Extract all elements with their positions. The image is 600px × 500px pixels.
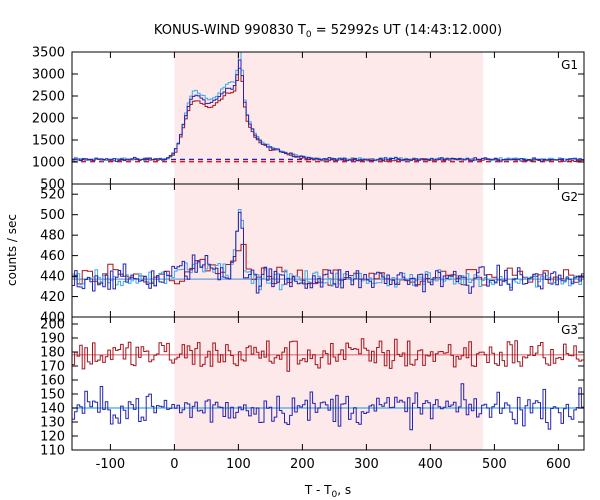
panel-label-g3: G3	[561, 323, 578, 337]
y-tick-label: 150	[40, 388, 65, 403]
chart-title-subscript: 0	[306, 30, 312, 40]
y-tick-label: 1000	[32, 156, 65, 171]
panel-series-g1	[72, 52, 584, 163]
chart-title: KONUS-WIND 990830 T0 = 52992s UT (14:43:…	[154, 23, 502, 40]
y-tick-label: 500	[40, 178, 65, 193]
x-tick-label: 200	[290, 457, 315, 472]
y-tick-label: 400	[40, 311, 65, 326]
panel-frame-g3	[71, 316, 585, 451]
y-axis-title: counts / sec	[5, 214, 19, 286]
shaded-interval	[174, 52, 483, 450]
y-tick-label: 200	[40, 318, 65, 333]
panel-series-g3	[72, 338, 584, 431]
series-g2-light-blue	[72, 209, 584, 291]
y-tick-label: 2000	[32, 112, 65, 127]
y-tick-label: 520	[40, 188, 65, 203]
panel-label-g1: G1	[561, 58, 578, 72]
y-tick-label: 190	[40, 332, 65, 347]
series-g1-light-blue	[72, 52, 584, 162]
panel-g1: 500 1000 1500 2000 2500 3000 3500 G1	[32, 46, 585, 193]
panel-series-g2	[72, 209, 584, 294]
y-tick-label: 420	[40, 290, 65, 305]
y-tick-label: 120	[40, 430, 65, 445]
x-axis-title: T - T0, s	[304, 483, 351, 500]
y-tick-label: 500	[40, 208, 65, 223]
y-tick-label: 160	[40, 374, 65, 389]
x-tick-label: 100	[226, 457, 251, 472]
x-tick-label: 300	[354, 457, 379, 472]
y-tick-label: 3000	[32, 68, 65, 83]
x-tick-label: 0	[170, 457, 178, 472]
series-g2-dark-blue	[72, 211, 584, 294]
y-tick-label: 440	[40, 270, 65, 285]
panel-label-g2: G2	[561, 190, 578, 204]
x-tick-label: 500	[482, 457, 507, 472]
x-tick-label: -100	[96, 457, 126, 472]
series-g3-dark-blue	[72, 383, 584, 431]
y-tick-label: 480	[40, 229, 65, 244]
y-tick-label: 170	[40, 360, 65, 375]
plot-area: 500100015002000250030003500G140042044046…	[32, 46, 585, 472]
y-tick-label: 1500	[32, 134, 65, 149]
y-tick-label: 2500	[32, 90, 65, 105]
series-g1-dark-blue	[72, 59, 584, 162]
x-tick-label: 600	[546, 457, 571, 472]
y-tick-label: 180	[40, 346, 65, 361]
y-tick-label: 3500	[32, 46, 65, 61]
y-tick-label: 460	[40, 249, 65, 264]
x-axis-title-subscript: 0	[332, 490, 338, 500]
x-tick-label: 400	[418, 457, 443, 472]
y-tick-label: 110	[40, 444, 65, 459]
y-tick-label: 130	[40, 416, 65, 431]
series-g3-dark-red	[72, 338, 584, 372]
y-tick-label: 140	[40, 402, 65, 417]
